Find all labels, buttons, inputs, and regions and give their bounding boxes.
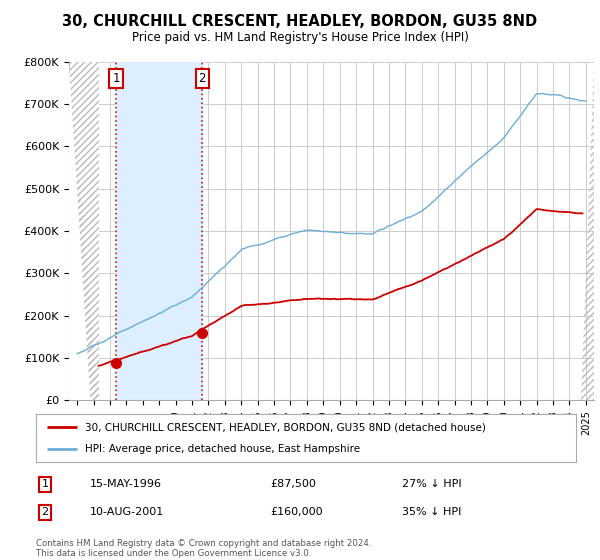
Text: 1: 1 [112, 72, 120, 85]
Text: 27% ↓ HPI: 27% ↓ HPI [402, 479, 461, 489]
Text: Price paid vs. HM Land Registry's House Price Index (HPI): Price paid vs. HM Land Registry's House … [131, 31, 469, 44]
Text: 35% ↓ HPI: 35% ↓ HPI [402, 507, 461, 517]
Text: 2: 2 [41, 507, 49, 517]
Text: 1: 1 [41, 479, 49, 489]
Polygon shape [69, 62, 91, 400]
Text: Contains HM Land Registry data © Crown copyright and database right 2024.
This d: Contains HM Land Registry data © Crown c… [36, 539, 371, 558]
Text: 15-MAY-1996: 15-MAY-1996 [90, 479, 162, 489]
Text: £87,500: £87,500 [270, 479, 316, 489]
Bar [116, 62, 202, 400]
Text: 10-AUG-2001: 10-AUG-2001 [90, 507, 164, 517]
Text: 2: 2 [199, 72, 206, 85]
Text: HPI: Average price, detached house, East Hampshire: HPI: Average price, detached house, East… [85, 444, 360, 454]
Text: 30, CHURCHILL CRESCENT, HEADLEY, BORDON, GU35 8ND: 30, CHURCHILL CRESCENT, HEADLEY, BORDON,… [62, 14, 538, 29]
Text: £160,000: £160,000 [270, 507, 323, 517]
Polygon shape [69, 62, 98, 400]
Text: 30, CHURCHILL CRESCENT, HEADLEY, BORDON, GU35 8ND (detached house): 30, CHURCHILL CRESCENT, HEADLEY, BORDON,… [85, 422, 485, 432]
